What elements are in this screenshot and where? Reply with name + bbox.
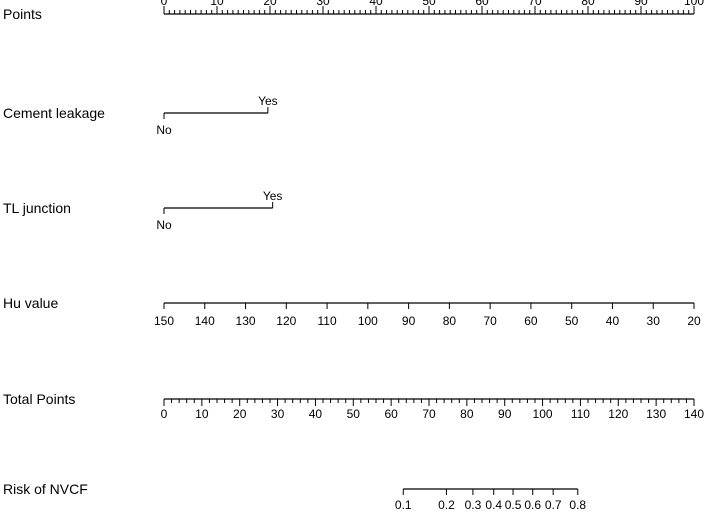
total-points-tick-label: 0 <box>161 407 168 421</box>
row-label: Hu value <box>3 295 58 311</box>
total-points-tick-label: 30 <box>271 407 285 421</box>
total-points-tick-label: 10 <box>195 407 209 421</box>
total-points-tick-label: 130 <box>646 407 666 421</box>
hu-tick-label: 130 <box>236 314 256 328</box>
points-tick-label: 90 <box>634 0 648 8</box>
points-tick-label: 40 <box>369 0 383 8</box>
hu-tick-label: 100 <box>358 314 378 328</box>
hu-tick-label: 20 <box>687 314 701 328</box>
hu-tick-label: 50 <box>565 314 579 328</box>
row-label: Risk of NVCF <box>3 481 88 497</box>
risk-tick-label: 0.7 <box>545 498 562 512</box>
risk-tick-label: 0.5 <box>505 498 522 512</box>
total-points-tick-label: 60 <box>384 407 398 421</box>
hu-tick-label: 120 <box>276 314 296 328</box>
risk-tick-label: 0.8 <box>569 498 586 512</box>
row-label: Total Points <box>3 391 75 407</box>
points-tick-label: 30 <box>316 0 330 8</box>
row-label: Cement leakage <box>3 105 105 121</box>
risk-tick-label: 0.2 <box>438 498 455 512</box>
risk-tick-label: 0.4 <box>485 498 502 512</box>
points-tick-label: 100 <box>684 0 704 8</box>
category-label-no: No <box>156 218 172 232</box>
hu-tick-label: 110 <box>318 314 337 328</box>
points-tick-label: 0 <box>161 0 168 8</box>
points-tick-label: 10 <box>210 0 224 8</box>
points-tick-label: 80 <box>581 0 595 8</box>
category-label-yes: Yes <box>258 94 278 108</box>
total-points-tick-label: 120 <box>608 407 628 421</box>
risk-tick-label: 0.1 <box>395 498 412 512</box>
total-points-tick-label: 20 <box>233 407 247 421</box>
hu-tick-label: 40 <box>606 314 620 328</box>
hu-tick-label: 80 <box>443 314 457 328</box>
total-points-tick-label: 110 <box>571 407 590 421</box>
category-label-yes: Yes <box>263 189 283 203</box>
total-points-tick-label: 40 <box>309 407 323 421</box>
row-label: TL junction <box>3 200 71 216</box>
hu-tick-label: 60 <box>524 314 538 328</box>
total-points-tick-label: 100 <box>533 407 553 421</box>
hu-tick-label: 140 <box>195 314 215 328</box>
points-tick-label: 50 <box>422 0 436 8</box>
total-points-tick-label: 90 <box>498 407 512 421</box>
hu-tick-label: 90 <box>402 314 416 328</box>
risk-tick-label: 0.6 <box>524 498 541 512</box>
points-tick-label: 20 <box>263 0 277 8</box>
points-tick-label: 60 <box>475 0 489 8</box>
category-label-no: No <box>156 123 172 137</box>
hu-tick-label: 70 <box>483 314 497 328</box>
hu-tick-label: 30 <box>647 314 661 328</box>
total-points-tick-label: 140 <box>684 407 704 421</box>
points-tick-label: 70 <box>528 0 542 8</box>
total-points-tick-label: 70 <box>422 407 436 421</box>
total-points-tick-label: 50 <box>347 407 361 421</box>
row-label: Points <box>3 6 42 22</box>
risk-tick-label: 0.3 <box>465 498 482 512</box>
total-points-tick-label: 80 <box>460 407 474 421</box>
hu-tick-label: 150 <box>154 314 174 328</box>
